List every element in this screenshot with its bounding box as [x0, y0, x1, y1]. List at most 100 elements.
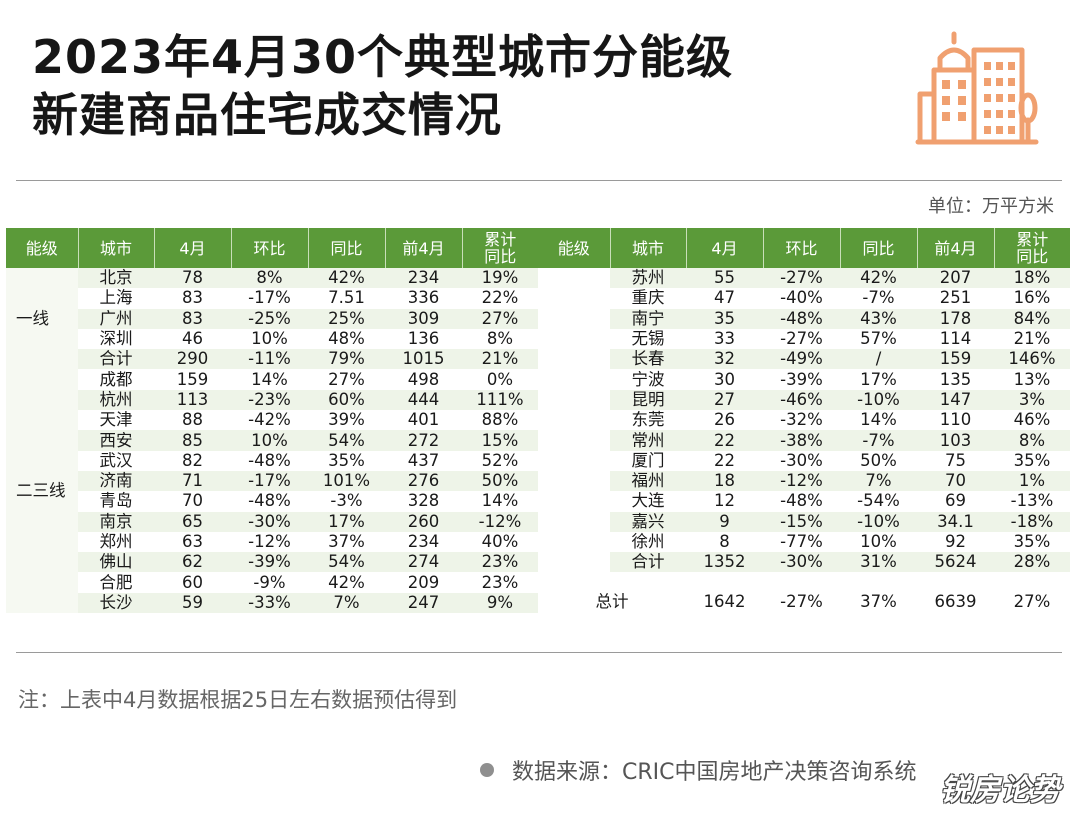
table-cell: 251 — [917, 288, 994, 309]
source-line: 数据来源：CRIC中国房地产决策咨询系统 — [480, 754, 917, 786]
table-cell: 309 — [385, 308, 462, 329]
table-row: 合计 290 -11% 79% 1015 21% — [6, 349, 538, 370]
tier-label: 一线 — [6, 268, 78, 370]
table-cell: 22% — [462, 288, 538, 309]
table-cell: 17% — [308, 511, 385, 532]
table-row: 嘉兴 9 -15% -10% 34.1 -18% — [538, 511, 1070, 532]
table-cell: -3% — [308, 491, 385, 512]
table-cell: 7% — [308, 592, 385, 614]
table-cell: 39% — [308, 410, 385, 431]
table-cell: 1% — [994, 470, 1070, 492]
table-cell: / — [840, 349, 917, 370]
table-row: 青岛 70 -48% -3% 328 14% — [6, 491, 538, 512]
table-row: 无锡 33 -27% 57% 114 21% — [538, 328, 1070, 350]
table-row: 大连 12 -48% -54% 69 -13% — [538, 491, 1070, 512]
table-cell: 70 — [154, 491, 231, 512]
table-row: 武汉 82 -48% 35% 437 52% — [6, 450, 538, 471]
table-cell: 60 — [154, 572, 231, 593]
table-cell: 83 — [154, 308, 231, 329]
table-cell: 42% — [308, 572, 385, 593]
table-cell: 14% — [840, 410, 917, 431]
table-cell: 1015 — [385, 349, 462, 370]
table-cell: 62 — [154, 552, 231, 573]
table-cell: 27% — [994, 572, 1070, 633]
table-row: 徐州 8 -77% 10% 92 35% — [538, 531, 1070, 553]
table-cell: 328 — [385, 491, 462, 512]
table-cell: 0% — [462, 369, 538, 390]
total-label: 总计 — [538, 572, 686, 633]
table-row: 天津 88 -42% 39% 401 88% — [6, 410, 538, 431]
table-cell: 88 — [154, 410, 231, 431]
column-header: 能级 — [538, 228, 611, 268]
table-cell: -46% — [763, 389, 840, 411]
table-cell: 47 — [686, 288, 763, 309]
table-cell: 159 — [917, 349, 994, 370]
table-cell: -9% — [231, 572, 308, 593]
table-cell: -27% — [763, 268, 840, 289]
table-cell: 6639 — [917, 572, 994, 633]
table-cell: 209 — [385, 572, 462, 593]
column-header: 4月 — [686, 228, 764, 268]
table-cell: -17% — [231, 470, 308, 492]
table-cell: 21% — [994, 328, 1070, 350]
table-header: 能级 城市 4月 环比 同比 前4月 累计 同比 — [538, 228, 1070, 268]
table-cell: 大连 — [610, 491, 686, 512]
table-cell: 13% — [994, 369, 1070, 390]
table-cell: 35 — [686, 308, 763, 329]
table-cell: 福州 — [610, 470, 686, 492]
table-cell: 深圳 — [78, 328, 154, 350]
table-cell: 60% — [308, 389, 385, 411]
table-cell: 207 — [917, 268, 994, 289]
table-cell: 27 — [686, 389, 763, 411]
table-cell: -7% — [840, 288, 917, 309]
left-table: 能级 城市 4月 环比 同比 前4月 累计 同比 一线 北京 78 8% 42% 234 19% 上海 83-… — [6, 228, 538, 614]
table-cell: 43% — [840, 308, 917, 329]
table-cell: 郑州 — [78, 531, 154, 553]
right-table: 能级 城市 4月 环比 同比 前4月 累计 同比 苏州 55 -27% 42% 207 18% 重庆 47-… — [538, 228, 1070, 633]
table-cell: 147 — [917, 389, 994, 411]
table-cell: -54% — [840, 491, 917, 512]
table-cell: 101% — [308, 470, 385, 492]
table-cell: 34.1 — [917, 511, 994, 532]
table-cell: 48% — [308, 328, 385, 350]
table-row: 济南 71 -17% 101% 276 50% — [6, 470, 538, 492]
table-cell: 天津 — [78, 410, 154, 431]
table-cell: 22 — [686, 450, 763, 471]
table-cell: 84% — [994, 308, 1070, 329]
table-cell: 5624 — [917, 552, 994, 573]
table-cell: 83 — [154, 288, 231, 309]
table-cell: 杭州 — [78, 389, 154, 411]
table-row: 西安 85 10% 54% 272 15% — [6, 430, 538, 451]
table-cell: 63 — [154, 531, 231, 553]
table-cell: 16% — [994, 288, 1070, 309]
table-cell: -48% — [763, 308, 840, 329]
table-cell: 武汉 — [78, 450, 154, 471]
column-header: 累计 同比 — [462, 228, 538, 268]
table-cell: 15% — [462, 430, 538, 451]
table-cell: 9 — [686, 511, 763, 532]
table-cell: 260 — [385, 511, 462, 532]
column-header: 环比 — [231, 228, 309, 268]
column-header: 城市 — [610, 228, 687, 268]
column-header: 同比 — [308, 228, 386, 268]
table-row: 苏州 55 -27% 42% 207 18% — [538, 268, 1070, 573]
table-cell: 8% — [994, 430, 1070, 451]
table-cell: 113 — [154, 389, 231, 411]
total-row: 总计 1642 -27% 37% 6639 27% — [538, 572, 1070, 633]
table-cell: 65 — [154, 511, 231, 532]
column-header: 同比 — [840, 228, 918, 268]
table-cell: 12 — [686, 491, 763, 512]
table-cell: 136 — [385, 328, 462, 350]
table-cell: 长沙 — [78, 592, 154, 614]
table-cell: 8 — [686, 531, 763, 553]
table-row: 长春 32 -49%/159 146% — [538, 349, 1070, 370]
table-cell: 宁波 — [610, 369, 686, 390]
table-cell: 27% — [462, 308, 538, 329]
table-cell: -49% — [763, 349, 840, 370]
column-header: 前4月 — [917, 228, 995, 268]
table-row: 宁波 30 -39% 17% 135 13% — [538, 369, 1070, 390]
table-cell: -32% — [763, 410, 840, 431]
column-header: 累计 同比 — [994, 228, 1070, 268]
tier-label — [538, 268, 610, 573]
table-cell: -12% — [231, 531, 308, 553]
